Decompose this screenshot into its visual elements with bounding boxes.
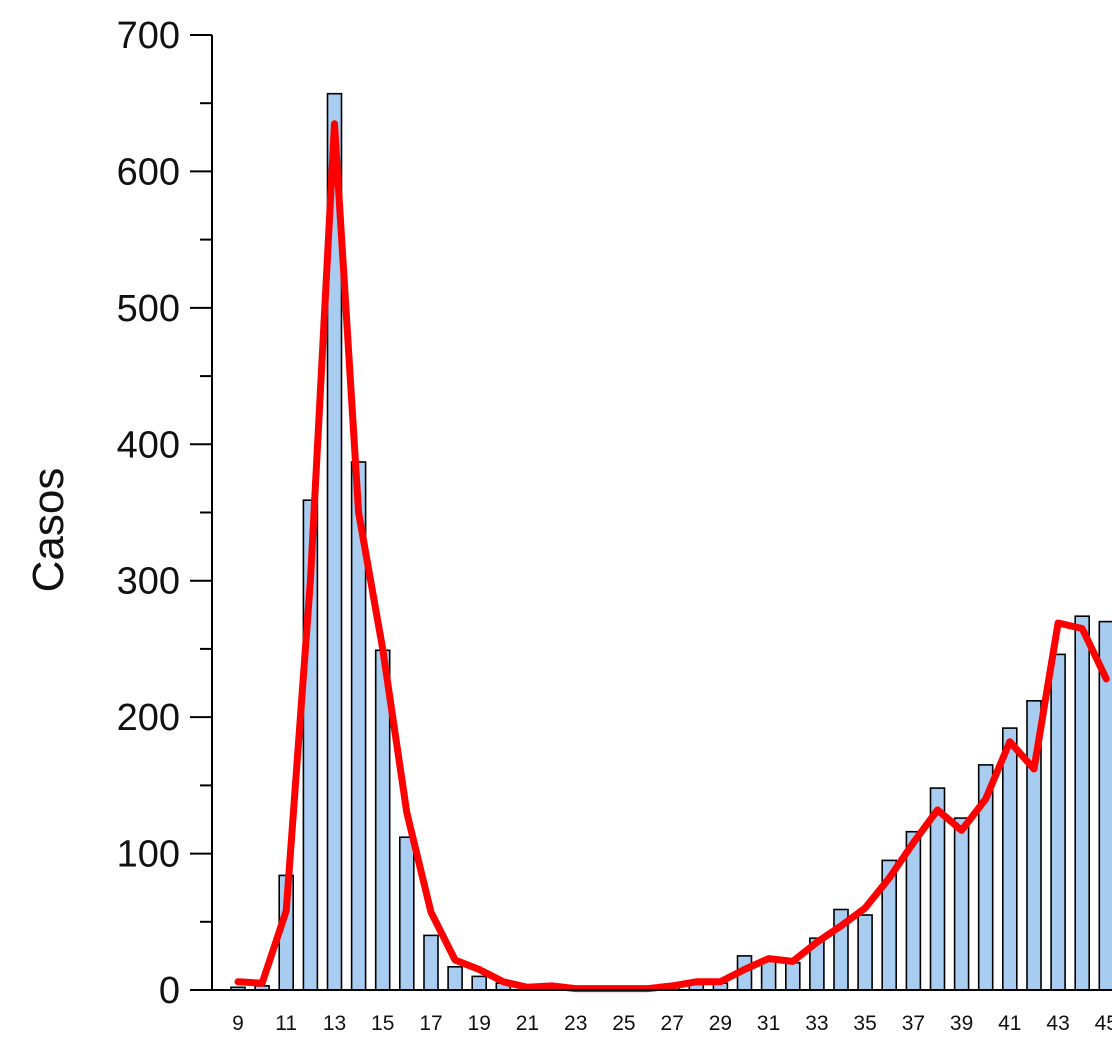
y-tick-label: 400	[117, 424, 180, 466]
x-tick-label: 17	[419, 1012, 442, 1035]
x-tick-label: 41	[998, 1012, 1021, 1035]
bar	[447, 965, 463, 991]
y-tick-label: 700	[117, 15, 180, 57]
x-tick-label: 15	[371, 1012, 394, 1035]
x-tick-label: 33	[805, 1012, 828, 1035]
x-tick-label: 13	[323, 1012, 346, 1035]
x-tick-label: 39	[950, 1012, 973, 1035]
x-tick-label: 37	[902, 1012, 925, 1035]
x-tick-label: 23	[564, 1012, 587, 1035]
y-tick-label: 200	[117, 697, 180, 739]
bar	[1074, 615, 1090, 991]
axes: 0 100 200 300 400 500 600 700 9 11 13 15 17 19 21 23 25 2…	[117, 15, 1112, 1035]
y-tick-label: 300	[117, 561, 180, 603]
y-tick-label: 0	[159, 970, 180, 1012]
bar	[1001, 727, 1018, 991]
x-tick-label: 31	[757, 1012, 780, 1035]
y-tick-label: 500	[117, 288, 180, 330]
x-tick-label: 29	[709, 1012, 732, 1035]
x-tick-label: 27	[661, 1012, 684, 1035]
bar	[1050, 653, 1066, 991]
bar-series	[230, 92, 1112, 991]
bar	[857, 914, 873, 991]
bar	[423, 934, 439, 991]
line-series	[234, 120, 1110, 993]
x-tick-label: 9	[232, 1012, 244, 1035]
bar	[471, 975, 488, 991]
x-tick-label: 11	[275, 1012, 297, 1035]
series-line	[234, 120, 1110, 993]
x-tick-label: 25	[612, 1012, 635, 1035]
bar	[784, 961, 801, 991]
x-tick-label: 45	[1095, 1012, 1112, 1035]
bar	[953, 817, 970, 991]
x-tick-label: 21	[516, 1012, 539, 1035]
y-axis-label: Casos	[24, 468, 73, 593]
x-tick-label: 19	[468, 1012, 491, 1035]
x-tick-label: 43	[1046, 1012, 1069, 1035]
y-tick-label: 600	[117, 151, 180, 193]
x-tick-label: 35	[853, 1012, 876, 1035]
bar	[398, 836, 415, 991]
y-tick-label: 100	[117, 834, 180, 876]
